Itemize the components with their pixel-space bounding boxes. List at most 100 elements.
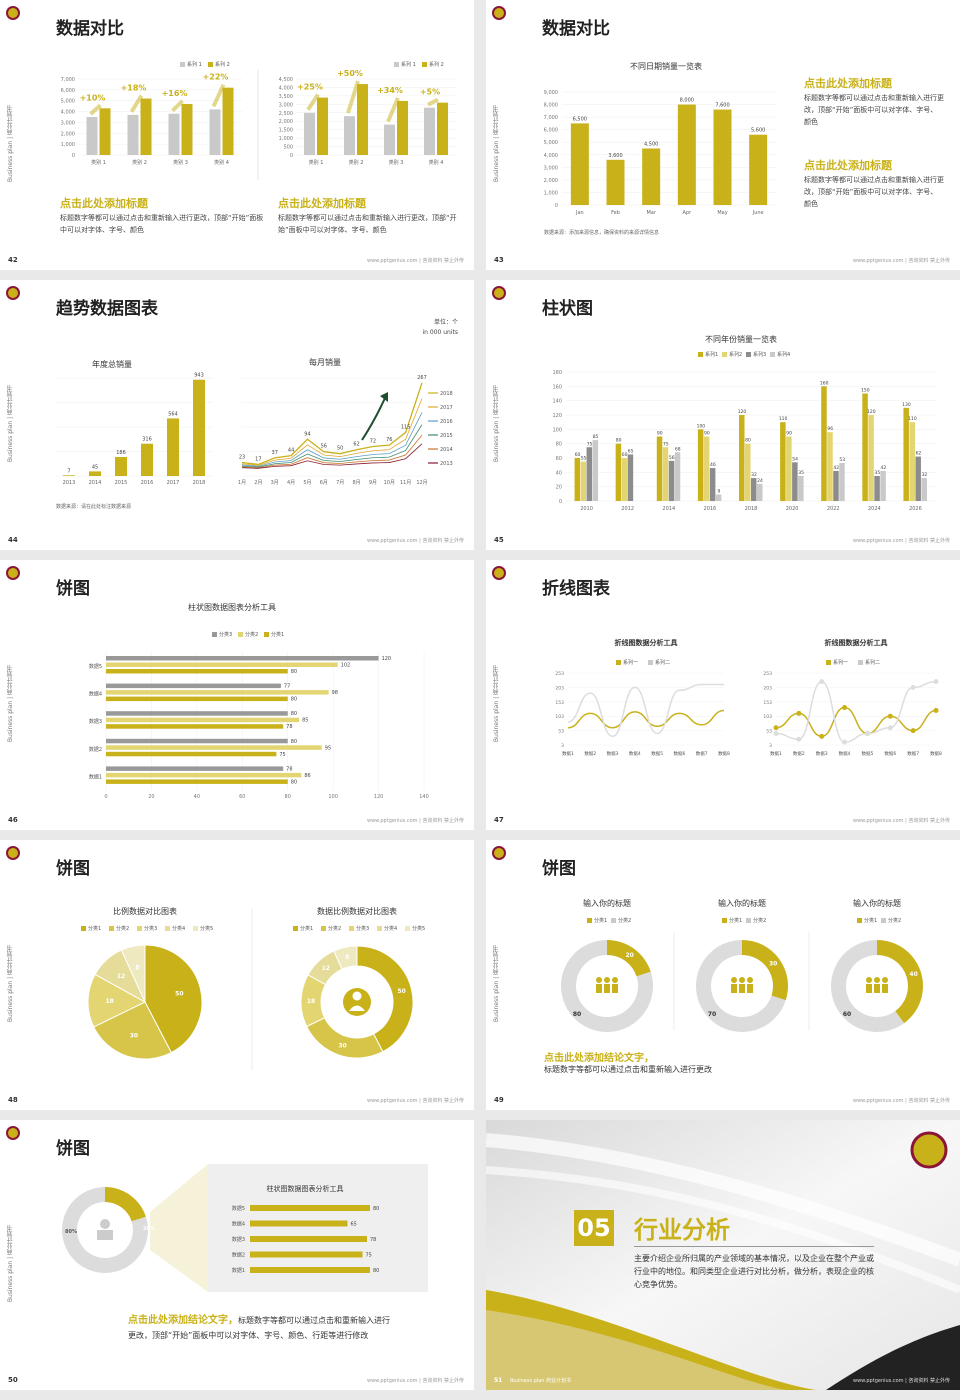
donut-slice [831, 940, 905, 1032]
section-background [486, 1120, 960, 1390]
data-label: 37 [272, 450, 278, 456]
series-marker [819, 733, 825, 739]
data-label: 65 [628, 448, 634, 454]
growth-arrow [129, 94, 144, 113]
bar [63, 475, 75, 476]
legend-label: 2017 [440, 405, 453, 411]
x-tick-label: 数据3 [816, 750, 828, 757]
bar [167, 418, 179, 476]
y-tick-label: 103 [763, 714, 772, 720]
legend-label: 2016 [440, 419, 453, 425]
legend-label: 系列 2 [215, 61, 230, 68]
series-marker [910, 684, 916, 690]
bar-系列3 [627, 454, 634, 501]
data-label: 80 [373, 1268, 379, 1274]
team-icon-body [97, 1230, 113, 1240]
bar-系列2 [662, 447, 669, 501]
bar-系列4 [715, 494, 722, 501]
logo-icon [492, 566, 506, 580]
data-label: 42 [880, 465, 886, 471]
data-label: 90 [657, 431, 663, 437]
slice-label: 12 [117, 973, 125, 980]
x-tick-label: 数据8 [718, 750, 730, 757]
footer: www.pptgenius.com | 咨询资料 禁止外传 [366, 258, 464, 264]
data-label: 62 [353, 442, 359, 448]
data-label: 8,000 [680, 98, 694, 104]
y-tick-label: 140 [552, 399, 562, 405]
y-tick-label: 数据3 [232, 1236, 245, 1243]
data-label: 316 [142, 437, 152, 443]
growth-label: +50% [337, 69, 363, 78]
x-tick-label: 类别 3 [173, 159, 188, 166]
legend-swatch [826, 660, 831, 665]
slide-44: 趋势数据图表 Business plan | 商业计划书 单位：个 in 000… [0, 280, 474, 550]
bar-系列1 [615, 443, 622, 501]
page-number: 49 [494, 1096, 504, 1104]
data-label: 42 [833, 465, 839, 471]
data-label: 160 [820, 380, 829, 386]
data-label: 68 [675, 446, 681, 452]
data-label: 943 [194, 373, 204, 379]
footer: www.pptgenius.com | 咨询资料 禁止外传 [366, 1378, 464, 1384]
donut-title: 输入你的标题 [583, 898, 631, 908]
data-label: 5,600 [751, 128, 765, 134]
logo-icon [492, 846, 506, 860]
legend-label: 分类5 [412, 925, 425, 932]
text-1: 标题数字等都可以通过点击和重新输入进行更改，顶部“开始”面板中可以对字体、字号、… [804, 94, 944, 126]
monthly-bar-chart: 不同日期销量一览表 9,000 8,000 7,000 6,000 5,000 4,000 3… [544, 61, 776, 236]
bar-分类1 [106, 696, 288, 702]
legend-swatch [648, 660, 653, 665]
growth-arrow [89, 103, 102, 116]
data-label: 24 [757, 478, 763, 484]
bar-分类3 [106, 766, 284, 771]
series-marker [933, 707, 939, 713]
slide-43: 数据对比 Business plan | 商业计划书 不同日期销量一览表 9,00… [486, 0, 960, 270]
data-label: 115 [401, 424, 411, 430]
text-left: 标题数字等都可以通过点击和重新输入进行更改，顶部“开始”面板中可以对字体、字号、… [60, 214, 264, 234]
legend-swatch [405, 926, 410, 931]
data-label: 53 [839, 457, 845, 463]
data-label: 85 [302, 718, 308, 724]
y-tick-label: 60 [556, 456, 562, 462]
y-tick-label: 253 [763, 671, 772, 677]
slide-title: 饼图 [56, 579, 90, 599]
y-tick-label: 1,500 [279, 128, 293, 134]
y-tick-label: 数据5 [232, 1205, 245, 1212]
bar-系列4 [592, 440, 599, 501]
bar-series1 [344, 116, 355, 155]
growth-label: +25% [297, 83, 323, 92]
bar-系列1 [739, 415, 745, 501]
x-tick-label: June [752, 210, 764, 216]
x-tick-label: 数据5 [651, 750, 663, 757]
slide-51: 05 行业分析 主要介绍企业所归属的产业领域的基本情况，以及企业在整个产业或行业… [486, 1120, 960, 1390]
data-label: 4,500 [644, 142, 658, 148]
text-2: 标题数字等都可以通过点击和重新输入进行更改，顶部“开始”面板中可以对字体、字号、… [804, 176, 944, 208]
x-tick-label: 数据7 [696, 750, 708, 757]
y-tick-label: 80 [556, 442, 562, 448]
page-number: 42 [8, 256, 18, 264]
chart-title: 年度总销量 [92, 359, 132, 369]
page-number: 45 [494, 536, 504, 544]
data-label: 9 [717, 489, 720, 495]
slide-title: 数据对比 [56, 19, 124, 39]
y-tick-label: 4,000 [544, 153, 558, 159]
callout-wedge [150, 1164, 208, 1292]
bar-series1 [384, 124, 395, 155]
data-label: 3,600 [608, 153, 622, 159]
chart-title: 柱状图数据图表分析工具 [267, 1184, 344, 1193]
unit-label: 单位：个 in 000 units [423, 318, 459, 338]
data-label: 44 [288, 448, 294, 454]
bar-系列2 [868, 415, 874, 501]
donut-label: 70 [708, 1011, 716, 1018]
logo-icon [6, 1126, 20, 1140]
donut-label: 20% [143, 1226, 155, 1232]
bar-series1 [304, 112, 315, 155]
y-tick-label: 40 [556, 470, 562, 476]
bar-分类3 [106, 738, 288, 744]
data-label: 50 [337, 446, 343, 452]
donut-title: 输入你的标题 [853, 898, 901, 908]
data-label: 85 [593, 434, 599, 440]
slide-title: 数据对比 [542, 19, 610, 39]
legend-swatch [264, 632, 269, 637]
